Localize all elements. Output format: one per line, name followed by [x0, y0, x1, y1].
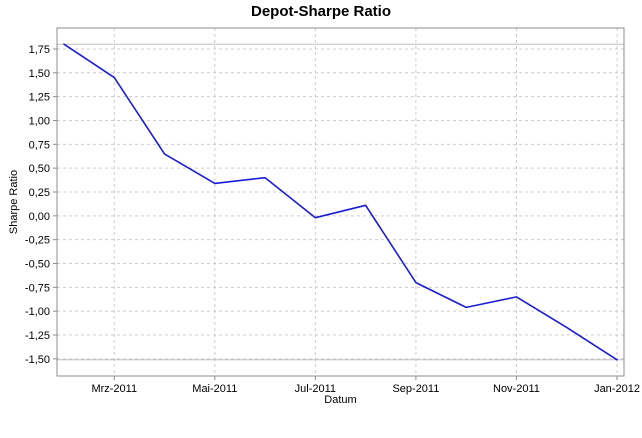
y-tick-label: -0,75: [25, 282, 50, 294]
x-tick-label: Sep-2011: [392, 383, 439, 395]
y-tick-label: 0,50: [29, 163, 50, 175]
y-tick-label: 1,25: [29, 92, 50, 104]
y-tick-label: 0,25: [29, 187, 50, 199]
y-tick-label: -1,50: [25, 354, 50, 366]
x-tick-label: Mai-2011: [192, 383, 237, 395]
x-axis-title: Datum: [324, 394, 357, 406]
y-axis-title: Sharpe Ratio: [8, 169, 20, 235]
y-tick-label: 1,75: [29, 44, 50, 56]
plot-border: [56, 27, 625, 377]
x-tick-label: Mrz-2011: [91, 383, 137, 395]
y-tick-label: -0,25: [25, 235, 50, 247]
y-tick-label: -1,00: [25, 306, 50, 318]
x-tick-label: Nov-2011: [493, 383, 540, 395]
y-tick-label: -1,25: [25, 330, 50, 342]
y-tick-label: 0,75: [29, 139, 50, 151]
y-tick-label: 1,00: [29, 115, 50, 127]
sharpe-ratio-line: [63, 43, 618, 361]
chart-title: Depot-Sharpe Ratio: [250, 3, 391, 20]
y-tick-label: -0,50: [25, 258, 50, 270]
x-tick-label: Jan-2012: [594, 383, 640, 395]
y-tick-label: 0,00: [29, 211, 50, 223]
y-tick-label: 1,50: [29, 68, 50, 80]
x-tick-label: Jul-2011: [295, 383, 336, 395]
